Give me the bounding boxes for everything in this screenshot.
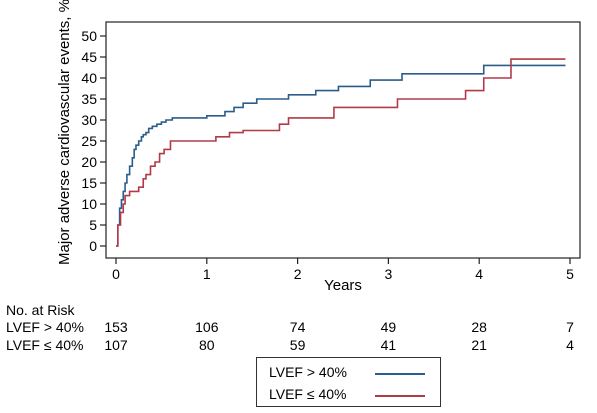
series-line-lvef-gt-40 (116, 64, 566, 247)
x-tick-label-2: 2 (294, 266, 302, 282)
x-tick-label-1: 1 (203, 266, 211, 282)
legend-label-lvef-gt-40: LVEF > 40% (269, 364, 347, 380)
y-tick-label-7: 35 (81, 91, 97, 107)
x-axis-label: Years (324, 277, 362, 294)
y-tick-label-1: 5 (89, 217, 97, 233)
risk-count: 106 (195, 319, 219, 335)
risk-table-title: No. at Risk (6, 302, 75, 318)
risk-count: 7 (566, 319, 574, 335)
risk-count: 80 (199, 337, 215, 353)
risk-row-label: LVEF ≤ 40% (6, 337, 84, 353)
x-tick-label-3: 3 (385, 266, 393, 282)
series-layer (116, 58, 566, 247)
x-tick-label-5: 5 (566, 266, 574, 282)
risk-count: 74 (289, 319, 306, 335)
x-tick-label-0: 0 (112, 266, 120, 282)
y-tick-label-10: 50 (81, 28, 97, 44)
risk-count: 153 (104, 319, 128, 335)
risk-count: 21 (471, 337, 487, 353)
x-tick-label-4: 4 (475, 266, 483, 282)
y-tick-label-9: 45 (81, 49, 97, 65)
legend-label-lvef-le-40: LVEF ≤ 40% (269, 386, 347, 402)
risk-count: 107 (104, 337, 128, 353)
risk-count: 59 (289, 337, 306, 353)
risk-count: 28 (471, 319, 487, 335)
legend-swatch-lvef-le-40 (375, 395, 425, 397)
y-tick-label-0: 0 (89, 238, 97, 254)
y-axis-label: Major adverse cardiovascular events, % (56, 0, 73, 265)
y-tick-label-2: 10 (81, 196, 97, 212)
risk-count: 4 (566, 337, 574, 353)
y-tick-label-8: 40 (81, 70, 97, 86)
plot-frame (105, 21, 581, 259)
y-tick-label-6: 30 (81, 112, 97, 128)
legend-swatch-lvef-gt-40 (375, 373, 425, 375)
series-line-lvef-le-40 (116, 58, 566, 247)
legend: LVEF > 40% LVEF ≤ 40% (256, 357, 441, 407)
risk-count: 49 (380, 319, 397, 335)
risk-row-label: LVEF > 40% (6, 319, 84, 335)
y-tick-label-4: 20 (81, 154, 97, 170)
y-tick-label-5: 25 (81, 133, 97, 149)
y-tick-label-3: 15 (81, 175, 97, 191)
risk-count: 41 (380, 337, 397, 353)
